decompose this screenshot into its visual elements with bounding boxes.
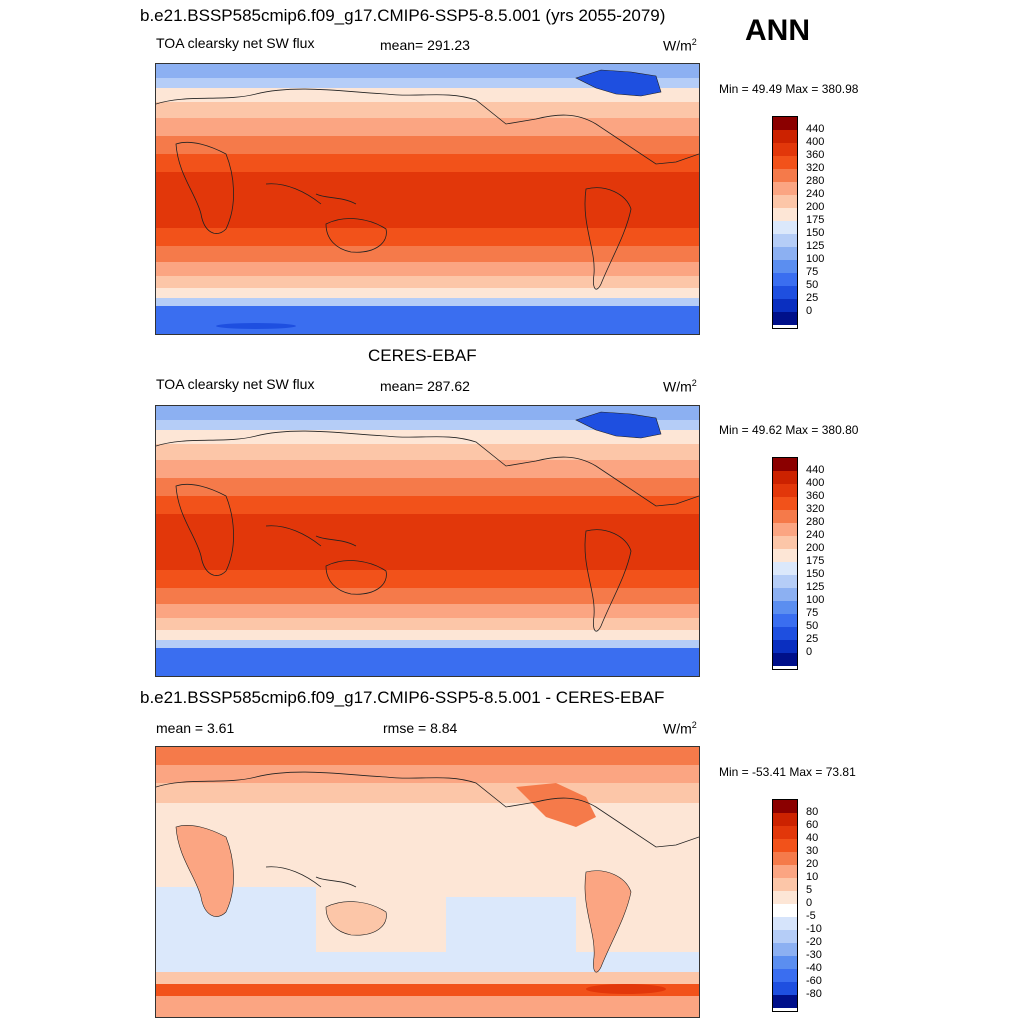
panel2-title: CERES-EBAF (368, 346, 477, 365)
cb2-label: 440 (806, 464, 825, 476)
panel2-minmax: Min = 49.62 Max = 380.80 (719, 423, 859, 437)
cb2-label: 25 (806, 633, 819, 645)
panel2-variable: TOA clearsky net SW flux (156, 376, 315, 392)
cb3-label: 40 (806, 832, 819, 844)
cb1-label: 0 (806, 305, 813, 317)
cb3-label: 10 (806, 871, 819, 883)
cb2-label: 240 (806, 529, 825, 541)
cb2-label: 50 (806, 620, 819, 632)
cb1-label: 240 (806, 188, 825, 200)
panel1-variable: TOA clearsky net SW flux (156, 35, 315, 51)
cb2-label: 200 (806, 542, 825, 554)
cb1-label: 200 (806, 201, 825, 213)
cb1-label: 440 (806, 123, 825, 135)
panel1-colorbar (772, 116, 798, 329)
cb1-label: 175 (806, 214, 825, 226)
cb2-label: 175 (806, 555, 825, 567)
panel1-units: W/m2 (663, 37, 697, 54)
cb3-label: -40 (806, 962, 822, 974)
cb2-label: 320 (806, 503, 825, 515)
panel3-title: b.e21.BSSP585cmip6.f09_g17.CMIP6-SSP5-8.… (140, 688, 665, 707)
cb2-label: 75 (806, 607, 819, 619)
cb3-label: 30 (806, 845, 819, 857)
cb1-label: 75 (806, 266, 819, 278)
panel1-title: b.e21.BSSP585cmip6.f09_g17.CMIP6-SSP5-8.… (140, 6, 666, 25)
cb3-label: 80 (806, 806, 819, 818)
cb2-label: 125 (806, 581, 825, 593)
panel3-colorbar (772, 799, 798, 1012)
cb1-label: 25 (806, 292, 819, 304)
panel1-map (155, 63, 700, 335)
cb1-label: 50 (806, 279, 819, 291)
cb1-label: 125 (806, 240, 825, 252)
panel3-mean: mean = 3.61 (156, 720, 235, 736)
panel1-mean: mean= 291.23 (380, 37, 470, 53)
cb3-label: -20 (806, 936, 822, 948)
cb1-label: 100 (806, 253, 825, 265)
cb3-label: -10 (806, 923, 822, 935)
cb1-label: 400 (806, 136, 825, 148)
panel3-minmax: Min = -53.41 Max = 73.81 (719, 765, 856, 779)
cb1-label: 280 (806, 175, 825, 187)
cb3-label: -30 (806, 949, 822, 961)
cb2-label: 100 (806, 594, 825, 606)
cb2-label: 360 (806, 490, 825, 502)
panel2-map (155, 405, 700, 677)
cb3-label: 0 (806, 897, 813, 909)
cb3-label: -80 (806, 988, 822, 1000)
cb3-label: 5 (806, 884, 813, 896)
panel3-units: W/m2 (663, 720, 697, 737)
season-label: ANN (745, 14, 810, 47)
cb2-label: 150 (806, 568, 825, 580)
panel2-mean: mean= 287.62 (380, 378, 470, 394)
cb3-label: 60 (806, 819, 819, 831)
panel3-map (155, 746, 700, 1018)
panel3-rmse: rmse = 8.84 (383, 720, 458, 736)
cb3-label: 20 (806, 858, 819, 870)
cb1-label: 360 (806, 149, 825, 161)
cb3-label: -60 (806, 975, 822, 987)
cb1-label: 150 (806, 227, 825, 239)
cb1-label: 320 (806, 162, 825, 174)
panel2-colorbar (772, 457, 798, 670)
panel1-minmax: Min = 49.49 Max = 380.98 (719, 82, 859, 96)
cb2-label: 0 (806, 646, 813, 658)
cb3-label: -5 (806, 910, 816, 922)
panel2-units: W/m2 (663, 378, 697, 395)
cb2-label: 280 (806, 516, 825, 528)
cb2-label: 400 (806, 477, 825, 489)
